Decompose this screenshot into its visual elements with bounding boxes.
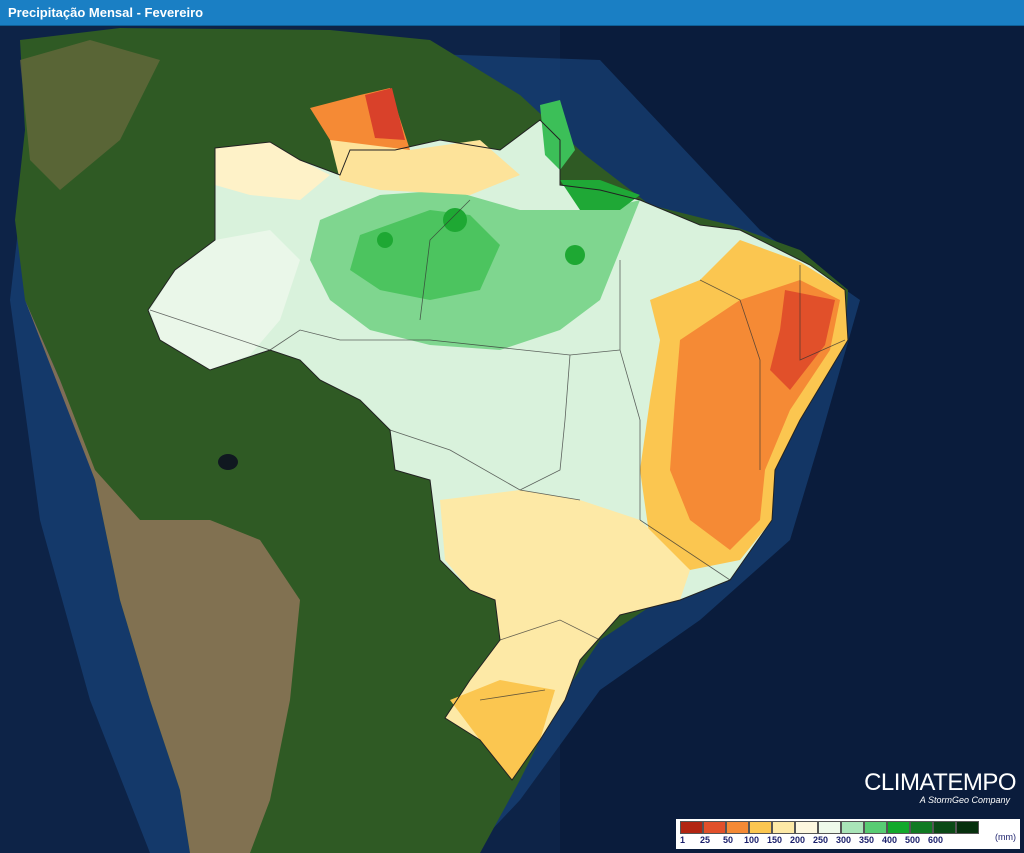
brand-name: CLIMATEMPO xyxy=(864,769,1016,796)
legend-swatch-6 xyxy=(818,821,841,834)
lake-titicaca xyxy=(218,454,238,470)
wet-spot xyxy=(565,245,585,265)
wet-spot xyxy=(443,208,467,232)
legend-tick: 250 xyxy=(813,835,829,845)
brazil-outline xyxy=(147,119,849,781)
legend-tick: 200 xyxy=(790,835,806,845)
legend-swatch-1 xyxy=(703,821,726,834)
legend-tick: 150 xyxy=(767,835,783,845)
roraima-core xyxy=(365,88,405,140)
legend-tick: 300 xyxy=(836,835,852,845)
south-dry-deep xyxy=(450,680,555,780)
legend-tick: 350 xyxy=(859,835,875,845)
legend-tick: 500 xyxy=(905,835,921,845)
legend-swatch-3 xyxy=(749,821,772,834)
page-title: Precipitação Mensal - Fevereiro xyxy=(8,5,204,20)
legend-swatch-5 xyxy=(795,821,818,834)
legend-labels: 1 25 50 100 150 200 250 300 350 400 500 … xyxy=(680,834,1016,848)
precipitation-legend: 1 25 50 100 150 200 250 300 350 400 500 … xyxy=(676,819,1020,849)
legend-tick: 50 xyxy=(723,835,734,845)
north-yellow-band xyxy=(330,140,520,195)
legend-swatch-7 xyxy=(841,821,864,834)
brand-tagline: A StormGeo Company xyxy=(919,795,1010,805)
precipitation-map[interactable] xyxy=(0,26,1024,853)
amapa-coast-wet xyxy=(540,100,575,170)
legend-swatches xyxy=(680,821,1016,834)
legend-swatch-8 xyxy=(864,821,887,834)
legend-swatch-4 xyxy=(772,821,795,834)
title-bar: Precipitação Mensal - Fevereiro xyxy=(0,0,1024,26)
west-amazon-pale xyxy=(150,230,300,370)
legend-tick: 100 xyxy=(744,835,760,845)
legend-tick: 600 xyxy=(928,835,944,845)
legend-unit: (mm) xyxy=(995,832,1016,842)
legend-swatch-10 xyxy=(910,821,933,834)
legend-swatch-0 xyxy=(680,821,703,834)
legend-swatch-12 xyxy=(956,821,979,834)
andes-region xyxy=(25,300,300,853)
wet-spot xyxy=(377,232,393,248)
north-pale xyxy=(215,142,330,200)
climatempo-logo: CLIMATEMPO A StormGeo Company xyxy=(864,769,1016,806)
legend-swatch-2 xyxy=(726,821,749,834)
legend-tick: 25 xyxy=(700,835,711,845)
northeast-dry-core xyxy=(770,290,835,390)
north-andes xyxy=(20,40,160,190)
legend-tick: 400 xyxy=(882,835,898,845)
legend-tick: 1 xyxy=(680,835,686,845)
legend-swatch-11 xyxy=(933,821,956,834)
legend-swatch-9 xyxy=(887,821,910,834)
